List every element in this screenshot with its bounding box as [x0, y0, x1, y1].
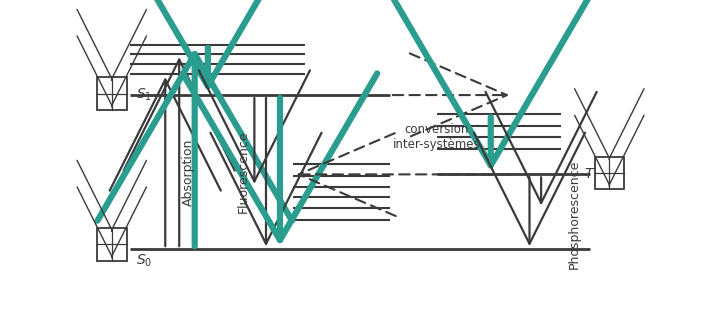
Text: Fluorescence: Fluorescence	[237, 131, 249, 213]
Bar	[97, 228, 126, 261]
Bar	[97, 77, 126, 110]
Bar	[595, 157, 624, 189]
Text: $S_0$: $S_0$	[135, 253, 152, 269]
Text: Phosphorescence: Phosphorescence	[568, 160, 581, 269]
Text: $S_1$: $S_1$	[135, 87, 152, 103]
Text: conversion
inter-systèmes: conversion inter-systèmes	[392, 123, 480, 151]
Text: Absorption: Absorption	[182, 138, 195, 206]
Text: $T_1$: $T_1$	[584, 166, 600, 183]
